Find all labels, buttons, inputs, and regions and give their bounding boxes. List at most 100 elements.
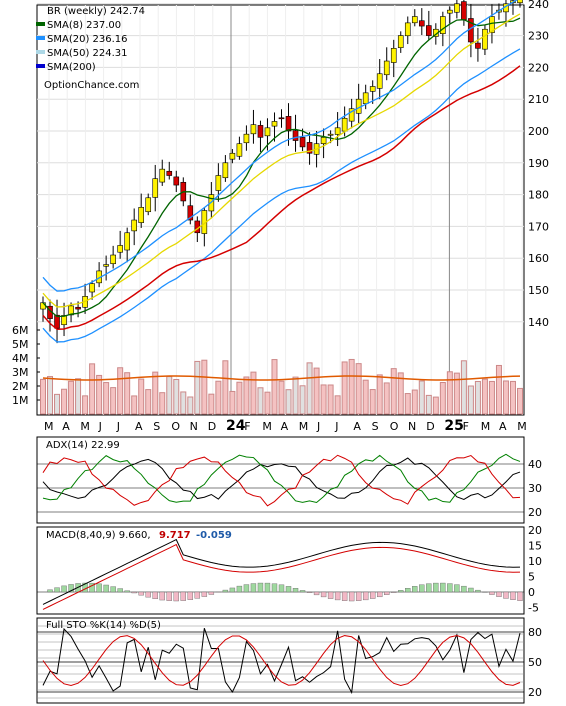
macd-histogram-bar [208, 591, 215, 595]
candle-body [75, 306, 81, 310]
candle-body [222, 162, 229, 179]
sma20-upper-band [42, 0, 518, 292]
minus-di-line [42, 454, 521, 507]
volume-bar [474, 380, 481, 415]
volume-bar [89, 363, 96, 415]
volume-bar [397, 372, 404, 415]
macd-tick-label: 0 [528, 586, 535, 599]
month-label: J [116, 420, 120, 433]
month-label: F [244, 420, 250, 433]
month-label: A [499, 420, 507, 433]
volume-tick-label: 2M [12, 380, 29, 393]
volume-bar [264, 391, 271, 415]
volume-average-line [42, 375, 521, 381]
volume-bar [47, 376, 54, 415]
macd-histogram-bar [313, 591, 320, 596]
volume-bar [488, 380, 495, 415]
macd-histogram-bar [391, 591, 397, 593]
volume-bar [229, 390, 236, 415]
legend-sma20: SMA(20) 236.16 [47, 34, 128, 45]
month-label: A [353, 420, 361, 433]
candle-body [250, 124, 257, 135]
adx-panel: 20 30 40 [36, 436, 542, 524]
legend-title: BR (weekly) 242.74 [47, 6, 145, 17]
volume-bar [222, 360, 229, 415]
candle-body [383, 60, 390, 76]
macd-histogram-bar [131, 591, 137, 594]
volume-bar [425, 394, 432, 415]
macd-histogram-bar [412, 586, 418, 593]
candle-body [390, 48, 397, 63]
macd-histogram-bar [320, 591, 327, 598]
price-tick-label: 180 [528, 189, 549, 202]
volume-bar [215, 380, 222, 415]
candle-body [334, 127, 341, 135]
macd-histogram-bar [47, 589, 53, 593]
adx-tick-label: 20 [528, 506, 542, 519]
month-label: S [372, 420, 379, 433]
volume-bar [313, 367, 320, 415]
candle-body [54, 314, 60, 329]
volume-bar [40, 378, 46, 415]
volume-bar [54, 393, 61, 415]
macd-histogram-bar [68, 584, 74, 593]
macd-histogram-bar [461, 585, 467, 593]
month-label: N [408, 420, 416, 433]
month-label: A [281, 420, 289, 433]
legend-swatch [36, 64, 45, 68]
volume-tick-label: 5M [12, 338, 29, 351]
watermark: OptionChance.com [44, 80, 139, 91]
sma50-line [42, 13, 521, 308]
candle-body [103, 264, 109, 267]
candle-body [426, 25, 432, 36]
candle-body [461, 1, 467, 21]
volume-bar [159, 392, 166, 415]
volume-bar [152, 371, 159, 415]
macd-histogram-bar [194, 591, 201, 599]
candle-body [187, 205, 194, 221]
volume-bar [355, 363, 362, 415]
sto-d-line [42, 634, 521, 687]
price-tick-label: 140 [528, 316, 549, 329]
candle-body [215, 175, 222, 191]
volume-bar [327, 384, 334, 415]
volume-bar [68, 380, 75, 415]
candle-body [271, 121, 278, 127]
month-label: 25 [444, 418, 463, 434]
volume-bar [411, 389, 418, 415]
month-label: A [62, 420, 70, 433]
volume-bar [509, 380, 516, 415]
macd-histogram-bar [236, 585, 243, 593]
volume-bar [96, 374, 103, 415]
volume-bar [124, 372, 131, 415]
volume-bar [517, 387, 523, 415]
candle-body [475, 42, 481, 49]
candle-body [369, 86, 376, 92]
candle-body [68, 305, 74, 316]
macd-histogram-bar [306, 591, 313, 593]
macd-histogram-bar [264, 582, 271, 593]
volume-bar [201, 359, 208, 415]
macd-histogram-bar [187, 591, 194, 600]
volume-bar [138, 378, 145, 415]
macd-tick-label: 15 [528, 540, 542, 553]
macd-label: MACD(8,40,9) 9.660, [46, 530, 151, 541]
macd-histogram-bar [222, 589, 229, 593]
volume-bar [320, 384, 327, 415]
macd-histogram-bar [510, 591, 516, 600]
macd-histogram-bar [285, 586, 292, 593]
month-label: J [98, 420, 102, 433]
price-tick-label: 190 [528, 157, 549, 170]
adx-tick-label: 30 [528, 482, 542, 495]
stochastic-panel: 20 50 80 [36, 617, 542, 704]
candle-body [397, 35, 404, 48]
legend-sma50: SMA(50) 224.31 [47, 48, 128, 59]
macd-histogram-bar [299, 590, 306, 593]
price-tick-label: 150 [528, 284, 549, 297]
macd-histogram-bar [475, 589, 481, 593]
macd-tick-label: 20 [528, 524, 542, 537]
adx-frame [36, 436, 525, 524]
month-label: M [481, 420, 491, 433]
candle-body [341, 117, 348, 132]
